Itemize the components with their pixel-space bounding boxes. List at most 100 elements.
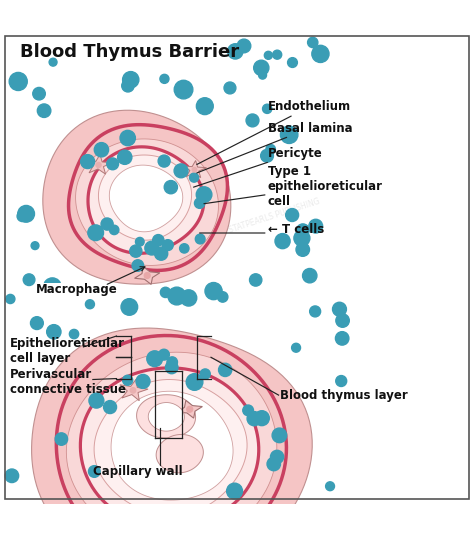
Circle shape bbox=[46, 325, 61, 339]
Circle shape bbox=[227, 483, 243, 499]
Circle shape bbox=[219, 363, 232, 377]
Circle shape bbox=[308, 37, 318, 48]
Circle shape bbox=[136, 238, 144, 246]
Text: ← T cells: ← T cells bbox=[268, 223, 324, 236]
Circle shape bbox=[310, 306, 320, 317]
Circle shape bbox=[196, 187, 212, 202]
Polygon shape bbox=[135, 266, 160, 285]
Circle shape bbox=[96, 163, 101, 167]
Circle shape bbox=[94, 143, 109, 157]
Circle shape bbox=[292, 343, 301, 352]
Polygon shape bbox=[148, 402, 184, 431]
Circle shape bbox=[165, 361, 178, 374]
Circle shape bbox=[192, 167, 197, 172]
Text: Endothelium: Endothelium bbox=[197, 100, 351, 164]
Polygon shape bbox=[75, 139, 219, 265]
Circle shape bbox=[326, 482, 335, 491]
Circle shape bbox=[294, 230, 310, 246]
Circle shape bbox=[158, 349, 169, 360]
Circle shape bbox=[336, 332, 349, 345]
Circle shape bbox=[130, 245, 142, 257]
Polygon shape bbox=[88, 147, 204, 253]
Polygon shape bbox=[32, 328, 312, 535]
Circle shape bbox=[103, 401, 117, 414]
Circle shape bbox=[6, 294, 15, 303]
Circle shape bbox=[88, 225, 103, 241]
Polygon shape bbox=[56, 335, 286, 535]
Polygon shape bbox=[120, 379, 148, 401]
Circle shape bbox=[259, 71, 266, 79]
Circle shape bbox=[190, 173, 199, 182]
Circle shape bbox=[200, 369, 210, 379]
Circle shape bbox=[85, 300, 94, 309]
Circle shape bbox=[174, 164, 188, 178]
Circle shape bbox=[120, 131, 136, 146]
Circle shape bbox=[336, 376, 346, 386]
Circle shape bbox=[309, 219, 323, 233]
Circle shape bbox=[297, 224, 309, 236]
Circle shape bbox=[30, 317, 43, 330]
Circle shape bbox=[271, 450, 283, 463]
Circle shape bbox=[263, 104, 272, 113]
Polygon shape bbox=[109, 165, 183, 232]
Circle shape bbox=[37, 104, 51, 118]
Polygon shape bbox=[183, 160, 207, 178]
Circle shape bbox=[145, 241, 159, 255]
Text: Blood thymus layer: Blood thymus layer bbox=[280, 388, 407, 402]
Circle shape bbox=[153, 531, 164, 535]
Polygon shape bbox=[69, 125, 228, 270]
Circle shape bbox=[196, 98, 213, 114]
Circle shape bbox=[81, 155, 95, 169]
Circle shape bbox=[296, 243, 310, 256]
Circle shape bbox=[55, 433, 68, 445]
Circle shape bbox=[272, 428, 287, 442]
Circle shape bbox=[180, 244, 189, 253]
Circle shape bbox=[130, 388, 136, 393]
Circle shape bbox=[205, 282, 222, 300]
Circle shape bbox=[160, 74, 169, 83]
Polygon shape bbox=[94, 379, 247, 515]
Circle shape bbox=[109, 225, 119, 235]
Circle shape bbox=[17, 211, 28, 221]
Polygon shape bbox=[177, 400, 202, 418]
Polygon shape bbox=[81, 368, 259, 526]
Circle shape bbox=[49, 58, 57, 66]
Circle shape bbox=[195, 234, 205, 244]
Circle shape bbox=[33, 87, 46, 100]
Circle shape bbox=[155, 518, 167, 531]
Circle shape bbox=[218, 292, 228, 302]
Circle shape bbox=[237, 39, 251, 53]
Circle shape bbox=[187, 407, 192, 412]
Text: Blood Thymus Barrier: Blood Thymus Barrier bbox=[19, 43, 239, 61]
Polygon shape bbox=[86, 155, 112, 174]
Circle shape bbox=[181, 290, 197, 306]
Circle shape bbox=[155, 247, 168, 260]
Circle shape bbox=[23, 274, 35, 286]
Circle shape bbox=[266, 144, 275, 154]
Circle shape bbox=[261, 149, 273, 162]
Circle shape bbox=[273, 50, 282, 59]
Polygon shape bbox=[156, 434, 203, 473]
Text: Capillary wall: Capillary wall bbox=[93, 465, 182, 478]
Circle shape bbox=[168, 287, 186, 305]
Circle shape bbox=[144, 273, 150, 278]
Circle shape bbox=[69, 330, 79, 339]
Text: Epithelioreticular
cell layer: Epithelioreticular cell layer bbox=[10, 337, 125, 365]
Circle shape bbox=[118, 150, 132, 164]
Text: Macrophage: Macrophage bbox=[36, 283, 117, 296]
Circle shape bbox=[107, 158, 118, 170]
Circle shape bbox=[160, 287, 171, 297]
Circle shape bbox=[123, 375, 133, 385]
Polygon shape bbox=[137, 395, 196, 438]
Circle shape bbox=[333, 302, 346, 316]
Circle shape bbox=[89, 393, 104, 408]
Circle shape bbox=[121, 299, 137, 315]
Circle shape bbox=[288, 58, 297, 67]
Circle shape bbox=[167, 357, 177, 368]
Polygon shape bbox=[66, 352, 277, 535]
Circle shape bbox=[302, 269, 317, 283]
Circle shape bbox=[101, 218, 113, 230]
Circle shape bbox=[123, 72, 139, 88]
Circle shape bbox=[44, 278, 61, 295]
Circle shape bbox=[136, 374, 150, 388]
